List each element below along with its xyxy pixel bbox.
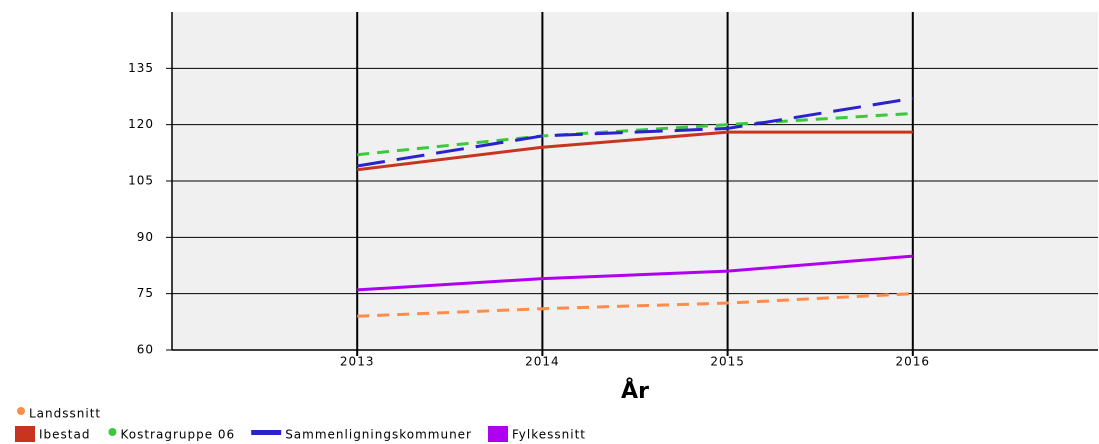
legend-label: Fylkessnitt — [512, 428, 586, 442]
y-tick-label: 90 — [137, 230, 154, 244]
legend-marker — [251, 430, 282, 435]
x-tick-label: 2013 — [340, 355, 375, 369]
y-tick-label: 75 — [137, 286, 154, 300]
legend-label: Kostragruppe 06 — [120, 428, 235, 442]
legend-marker — [15, 426, 35, 442]
y-tick-label: 135 — [128, 61, 154, 75]
series-line — [357, 292, 913, 318]
series-line — [357, 111, 913, 157]
legend-label: Ibestad — [39, 428, 90, 442]
x-axis-label: År — [621, 378, 649, 404]
legend-marker — [108, 428, 117, 436]
y-tick-label: 105 — [128, 174, 154, 188]
legend-marker — [17, 407, 25, 415]
series-line — [357, 254, 913, 292]
legend-label: Landssnitt — [29, 407, 101, 421]
y-tick-label: 120 — [128, 117, 154, 131]
x-tick-label: 2016 — [896, 355, 931, 369]
x-tick-label: 2015 — [710, 355, 745, 369]
legend-marker — [488, 426, 508, 442]
series-line — [356, 96, 914, 168]
y-tick-label: 60 — [137, 343, 154, 357]
legend-label: Sammenligningskommuner — [285, 428, 472, 442]
series-line — [357, 130, 913, 172]
x-tick-label: 2014 — [525, 355, 560, 369]
